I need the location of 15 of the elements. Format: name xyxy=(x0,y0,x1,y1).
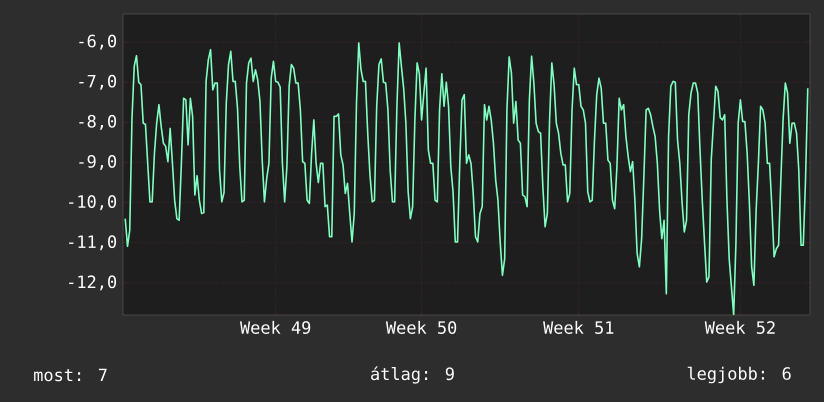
x-tick-label: Week 52 xyxy=(704,320,775,334)
y-tick-label: -10,0 xyxy=(69,195,116,210)
text: most: 7 xyxy=(34,368,107,382)
y-tick-label: -11,0 xyxy=(69,235,116,250)
text: legjobb: 6 xyxy=(688,366,791,384)
y-tick-label: -6,0 xyxy=(79,34,116,50)
x-tick-label: Week 49 xyxy=(240,320,310,334)
line-series xyxy=(124,42,809,315)
y-tick-label: -8,0 xyxy=(79,114,116,130)
y-tick-label: -12,0 xyxy=(69,275,116,290)
x-tick-label: Week 50 xyxy=(386,320,456,334)
x-tick-label: Week 51 xyxy=(543,320,614,334)
y-tick-label: -9,0 xyxy=(79,155,116,170)
text: átlag: 9 xyxy=(371,366,454,384)
y-tick-label: -7,0 xyxy=(79,74,116,90)
